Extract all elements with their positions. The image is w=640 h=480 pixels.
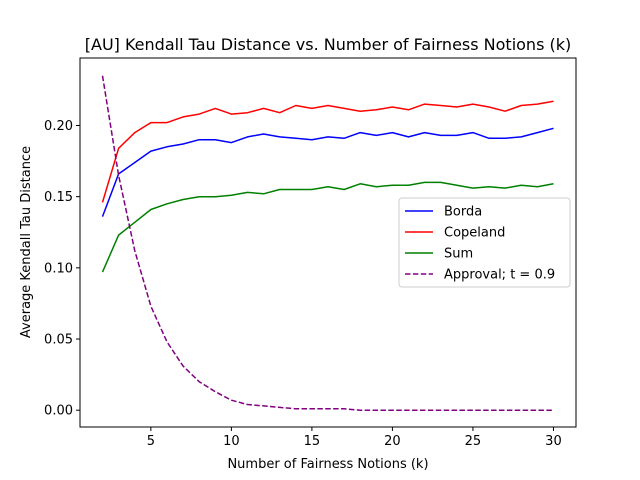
y-tick-label: 0.05 [44,333,73,348]
x-tick-label: 20 [384,434,401,449]
chart-title: [AU] Kendall Tau Distance vs. Number of … [85,35,572,54]
x-tick-label: 25 [465,434,482,449]
series-line-borda [101,127,554,217]
series-line-copeland [101,100,554,203]
legend: Borda Copeland Sum Approval; t = 0.9 [398,197,571,288]
legend-label: Borda [444,205,482,220]
x-tick-label: 30 [545,434,562,449]
legend-box [398,197,571,288]
x-axis-label: Number of Fairness Notions (k) [227,457,428,472]
legend-label: Approval; t = 0.9 [444,268,555,283]
plot-frame [79,57,577,428]
series-line-sum [101,181,554,273]
y-tick-label: 0.00 [44,404,73,419]
y-axis-label: Average Kendall Tau Distance [19,146,34,338]
legend-label: Copeland [444,226,505,241]
y-tick-label: 0.15 [44,190,73,205]
legend-label: Sum [444,247,473,262]
x-tick-label: 15 [304,434,321,449]
x-tick-label: 5 [147,434,155,449]
y-tick-label: 0.10 [44,261,73,276]
x-tick-label: 10 [223,434,240,449]
series-line-approval-t-0-9 [101,75,554,411]
y-tick-label: 0.20 [44,119,73,134]
